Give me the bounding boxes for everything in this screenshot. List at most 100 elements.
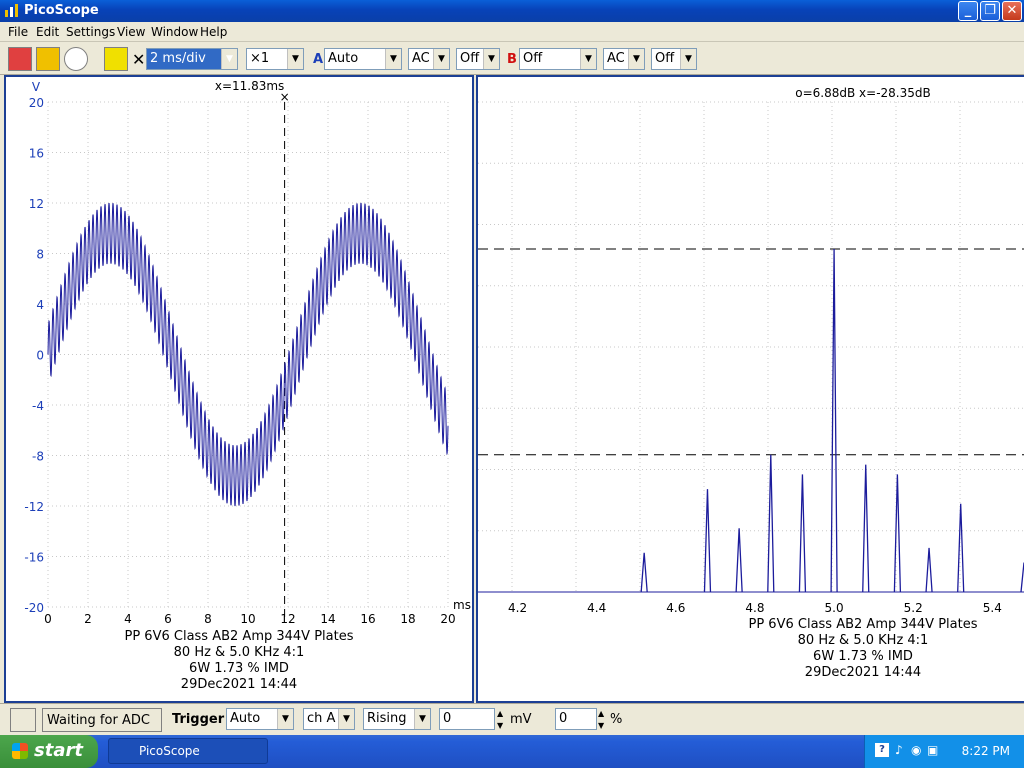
spectral-peak <box>767 454 775 593</box>
channel-b-offset-select[interactable]: Off ▼ <box>651 48 697 70</box>
y-axis-unit: V <box>32 80 41 94</box>
x-tick-label: 2 <box>84 612 92 626</box>
network-icon[interactable]: ◉ <box>911 743 922 757</box>
help-icon[interactable]: ? <box>875 743 889 757</box>
x-tick-label: 4.6 <box>666 601 685 615</box>
start-label: start <box>34 740 83 761</box>
menu-bar: File Edit Settings View Window Help <box>0 22 1024 42</box>
close-button[interactable]: ✕ <box>1002 1 1022 21</box>
restore-button[interactable]: ❐ <box>980 1 1000 21</box>
channel-a-range-select[interactable]: Auto ▼ <box>324 48 402 70</box>
acquisition-status: Waiting for ADC <box>42 708 162 732</box>
channel-b-label: B <box>507 52 517 67</box>
x-axis-unit: ms <box>453 598 471 612</box>
delay-input[interactable]: 0 <box>555 708 597 730</box>
x-tick-label: 4.8 <box>745 601 764 615</box>
status-bar: Waiting for ADC Trigger Auto ▼ ch A ▼ Risi… <box>0 703 1024 735</box>
clock: 8:22 PM <box>961 744 1010 758</box>
y-tick-label: -4 <box>32 399 44 413</box>
y-tick-label: -12 <box>24 500 44 514</box>
x-tick-label: 12 <box>280 612 295 626</box>
scope-view[interactable]: V 20 16 12 8 4 0 -4 -8 -12 -16 -20 0 2 4 6 8 10 12 14 16 18 20… <box>4 75 474 703</box>
x-tick-label: 5.2 <box>904 601 923 615</box>
spectrum-mode-icon[interactable] <box>36 47 60 71</box>
window-title: PicoScope <box>24 3 99 18</box>
x-tick-label: 10 <box>240 612 255 626</box>
caption-line: 80 Hz & 5.0 KHz 4:1 <box>797 633 929 648</box>
taskbar-picoscope[interactable]: PicoScope <box>108 738 268 764</box>
channel-a-offset-select[interactable]: Off ▼ <box>456 48 500 70</box>
spectrum-caption: PP 6V6 Class AB2 Amp 344V Plates 80 Hz &… <box>678 617 1024 681</box>
threshold-input[interactable]: 0 <box>439 708 495 730</box>
caption-line: 29Dec2021 14:44 <box>180 677 298 692</box>
threshold-spinner-icon[interactable]: ▲ ▼ <box>497 709 504 730</box>
spectrum-view[interactable]: o=6.88dB x=-28.35dB 4.2 4.4 4.6 4.8 5.0 5.2 5.4… <box>476 75 1024 703</box>
spectral-peak <box>1020 562 1024 593</box>
spectral-peak <box>925 547 933 593</box>
channel-a-label: A <box>313 52 324 67</box>
menu-help[interactable]: Help <box>200 25 228 39</box>
x-tick-label: 6 <box>164 612 172 626</box>
multiplier-select[interactable]: ×1 ▼ <box>246 48 304 70</box>
y-tick-label: 4 <box>36 298 44 312</box>
scope-mode-icon[interactable] <box>8 47 32 71</box>
menu-edit[interactable]: Edit <box>36 25 60 39</box>
x-tick-label: 18 <box>400 612 415 626</box>
x-tick-label: 20 <box>440 612 455 626</box>
close-x-icon[interactable]: ✕ <box>132 50 146 69</box>
taskbar-app-label: PicoScope <box>139 744 200 758</box>
x-tick-label: 5.0 <box>825 601 844 615</box>
monitor-icon[interactable]: ▣ <box>927 743 939 757</box>
picoscope-app-icon <box>5 4 18 17</box>
y-tick-label: -16 <box>24 551 44 565</box>
channel-b-range-select[interactable]: Off ▼ <box>519 48 597 70</box>
start-button[interactable]: start <box>0 735 98 768</box>
minimize-button[interactable]: _ <box>958 1 978 21</box>
marker-readout: o=6.88dB x=-28.35dB <box>795 86 930 100</box>
menu-file[interactable]: File <box>8 25 29 39</box>
caption-line: PP 6V6 Class AB2 Amp 344V Plates <box>748 617 978 632</box>
channel-b-coupling-select[interactable]: AC ▼ <box>603 48 645 70</box>
delay-spinner-icon[interactable]: ▲ ▼ <box>598 709 605 730</box>
trigger-mode-select[interactable]: Auto ▼ <box>226 708 294 730</box>
system-tray: ? ♪ ◉ ▣ 8:22 PM <box>864 735 1024 768</box>
spectral-peak <box>862 464 870 593</box>
taskbar: start PicoScope ? ♪ ◉ ▣ 8:22 PM <box>0 735 1024 768</box>
caption-line: PP 6V6 Class AB2 Amp 344V Plates <box>124 629 354 644</box>
y-tick-label: 16 <box>29 147 44 161</box>
spectral-peak <box>735 528 743 593</box>
menu-view[interactable]: View <box>117 25 146 39</box>
threshold-unit: mV <box>510 712 532 727</box>
spectral-peak <box>640 552 648 593</box>
trigger-channel-select[interactable]: ch A ▼ <box>303 708 355 730</box>
waveform-trace <box>47 202 449 507</box>
channel-a-coupling-select[interactable]: AC ▼ <box>408 48 450 70</box>
meter-mode-icon[interactable] <box>64 47 88 71</box>
trigger-label: Trigger <box>172 712 225 727</box>
x-tick-label: 0 <box>44 612 52 626</box>
spectral-peak <box>830 248 838 593</box>
x-tick-label: 16 <box>360 612 375 626</box>
trigger-edge-select[interactable]: Rising ▼ <box>363 708 431 730</box>
x-tick-label: 14 <box>320 612 335 626</box>
spectrum-chart[interactable]: o=6.88dB x=-28.35dB 4.2 4.4 4.6 4.8 5.0 5.2 5.4 <box>478 77 1024 701</box>
menu-settings[interactable]: Settings <box>66 25 116 39</box>
windows-logo-icon <box>12 743 28 759</box>
spectral-peak <box>957 503 965 593</box>
menu-window[interactable]: Window <box>151 25 199 39</box>
volume-icon[interactable]: ♪ <box>895 743 903 757</box>
caption-line: 29Dec2021 14:44 <box>804 665 922 680</box>
scope-caption: PP 6V6 Class AB2 Amp 344V Plates 80 Hz &… <box>6 629 472 693</box>
run-stop-button[interactable] <box>10 708 36 732</box>
caption-line: 6W 1.73 % IMD <box>813 649 913 664</box>
cursor-marker-icon: × <box>280 90 290 104</box>
x-tick-label: 4 <box>124 612 132 626</box>
caption-line: 80 Hz & 5.0 KHz 4:1 <box>173 645 305 660</box>
spectral-peak <box>703 489 712 593</box>
y-tick-label: -20 <box>24 601 44 615</box>
delay-unit: % <box>610 712 623 727</box>
timebase-select[interactable]: 2 ms/div ▼ <box>146 48 238 70</box>
x-tick-label: 5.4 <box>983 601 1002 615</box>
trace-icon[interactable] <box>104 47 128 71</box>
